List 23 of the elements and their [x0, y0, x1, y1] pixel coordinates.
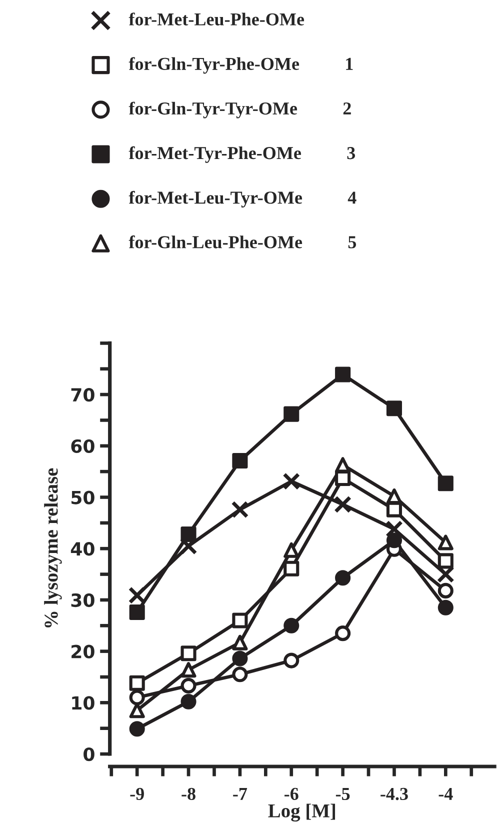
x-tick-label: -4	[438, 788, 453, 800]
y-tick-label: 0	[84, 747, 94, 762]
legend-label: for-Met-Leu-Tyr-OMe 4	[128, 190, 356, 208]
y-tick-label: 20	[72, 644, 94, 658]
legend-label: for-Gln-Tyr-Phe-OMe 1	[128, 57, 353, 74]
y-tick-label: 30	[71, 593, 94, 608]
x-tick-label: -5	[336, 788, 350, 800]
legend-label: for-Gln-Tyr-Tyr-OMe 2	[128, 102, 351, 118]
x-tick-label: -4.3	[380, 788, 408, 800]
x-tick-label: -9	[130, 788, 144, 800]
legend-label: for-Gln-Leu-Phe-OMe 5	[128, 235, 356, 248]
x-tick-label: -6	[284, 788, 298, 800]
y-tick-label: 40	[70, 542, 94, 556]
y-tick-label: 70	[71, 388, 94, 402]
y-tick-label: 50	[72, 490, 94, 504]
x-axis-title: Log [M]	[268, 804, 336, 822]
y-axis-title: % lysozyme release	[44, 468, 62, 628]
legend-label: for-Met-Tyr-Phe-OMe 3	[128, 146, 356, 163]
y-tick-label: 60	[71, 439, 94, 454]
x-tick-label: -8	[182, 788, 196, 800]
x-tick-label: -7	[233, 788, 248, 800]
legend-label: for-Met-Leu-Phe-OMe	[128, 12, 304, 26]
y-tick-label: 10	[72, 696, 94, 710]
